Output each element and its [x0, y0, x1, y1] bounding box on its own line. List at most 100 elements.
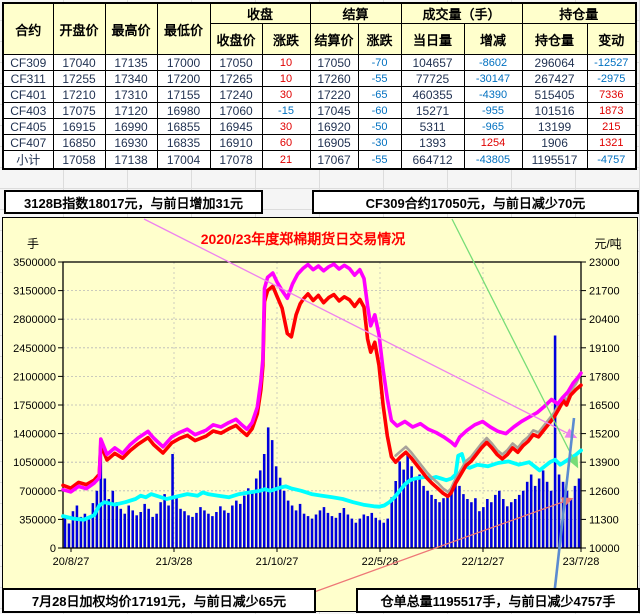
value-cell: 17078	[209, 150, 263, 170]
value-cell: 17050	[309, 54, 359, 71]
value-cell: 17067	[309, 150, 359, 170]
value-cell: 17210	[52, 86, 106, 103]
value-cell: 77725	[400, 70, 465, 87]
value-cell: -4390	[463, 86, 523, 103]
value-cell: 17200	[156, 70, 211, 87]
contract-cell: CF403	[2, 102, 54, 119]
value-cell: 17220	[309, 86, 359, 103]
value-cell: 460355	[400, 86, 465, 103]
svg-text:21700: 21700	[589, 286, 620, 298]
value-cell: 17135	[104, 54, 158, 71]
svg-text:11300: 11300	[589, 514, 619, 526]
value-cell: 1906	[521, 134, 588, 151]
value-cell: 16920	[309, 118, 359, 135]
svg-text:2100000: 2100000	[13, 371, 56, 383]
left-axis-unit: 手	[27, 237, 39, 251]
value-cell: 664712	[400, 150, 465, 170]
value-cell: 16905	[309, 134, 359, 151]
svg-text:22/12/27: 22/12/27	[462, 556, 505, 568]
svg-text:20400: 20400	[589, 314, 620, 326]
weighted-price-info-box: 7月28日加权均价17191元，与前日减少65元	[2, 588, 316, 613]
svg-text:2800000: 2800000	[13, 314, 56, 326]
value-cell: -43805	[463, 150, 523, 170]
column-header: 最低价	[156, 2, 211, 55]
column-subheader: 当日量	[400, 23, 465, 55]
value-cell: 17075	[52, 102, 106, 119]
svg-text:13900: 13900	[589, 457, 620, 469]
table-row: CF309 17040 17135 17000 17050 10 17050 -70 10465…	[2, 54, 637, 71]
value-cell: 17260	[309, 70, 359, 87]
value-cell: -65	[357, 86, 402, 103]
value-cell: 17310	[104, 86, 158, 103]
value-cell: 15271	[400, 102, 465, 119]
column-group-header: 结算	[309, 2, 402, 24]
value-cell: 21	[261, 150, 311, 170]
value-cell: 16835	[156, 134, 211, 151]
svg-text:700000: 700000	[19, 486, 56, 498]
value-cell: 16850	[52, 134, 106, 151]
value-cell: -12527	[586, 54, 637, 71]
value-cell: 16945	[209, 118, 263, 135]
value-cell: 17240	[209, 86, 263, 103]
value-cell: 60	[261, 134, 311, 151]
svg-text:3500000: 3500000	[13, 257, 56, 269]
value-cell: -4757	[586, 150, 637, 170]
index-info-text: 3128B指数18017元，与前日增加31元	[24, 195, 243, 211]
contract-cell: CF407	[2, 134, 54, 151]
svg-text:12600: 12600	[589, 486, 620, 498]
value-cell: 515405	[521, 86, 588, 103]
value-cell: 10	[261, 54, 311, 71]
svg-text:21/3/28: 21/3/28	[156, 556, 193, 568]
svg-text:20/8/27: 20/8/27	[53, 556, 90, 568]
svg-text:23000: 23000	[589, 257, 620, 269]
value-cell: 267427	[521, 70, 588, 87]
value-cell: -55	[357, 70, 402, 87]
contract-cell: CF405	[2, 118, 54, 135]
value-cell: 1195517	[521, 150, 588, 170]
svg-text:1400000: 1400000	[13, 429, 56, 441]
table-row: CF405 16915 16990 16855 16945 30 16920 -50 5311-…	[2, 118, 637, 135]
futures-table: 合约 开盘价 最高价 最低价 收盘 结算 成交量（手） 持仓量 收盘价 涨跌 结算价 涨跌 当日量 增减持…	[2, 2, 638, 170]
svg-text:1750000: 1750000	[13, 400, 56, 412]
value-cell: 5311	[400, 118, 465, 135]
value-cell: -55	[357, 150, 402, 170]
value-cell: 1321	[586, 134, 637, 151]
column-group-header: 收盘	[209, 2, 311, 24]
value-cell: 30	[261, 86, 311, 103]
value-cell: -15	[261, 102, 311, 119]
svg-text:15200: 15200	[589, 429, 620, 441]
svg-text:3150000: 3150000	[13, 286, 56, 298]
column-subheader: 结算价	[309, 23, 359, 55]
contract-cell: CF401	[2, 86, 54, 103]
value-cell: -30147	[463, 70, 523, 87]
column-subheader: 变动	[586, 23, 637, 55]
value-cell: 16915	[52, 118, 106, 135]
value-cell: 1873	[586, 102, 637, 119]
svg-text:16500: 16500	[589, 400, 620, 412]
table-row: CF403 17075 17120 16980 17060 -15 17045 -60 1527…	[2, 102, 637, 119]
value-cell: -30	[357, 134, 402, 151]
column-subheader: 增减	[463, 23, 523, 55]
value-cell: 17120	[104, 102, 158, 119]
table-row: 小计 17058 17138 17004 17078 21 17067 -55 664712 -4…	[2, 150, 637, 170]
warrant-info-box: 仓单总量1195517手，与前日减少4757手	[356, 588, 640, 613]
chart-region: 3500000 23000 3150000 21700 2800000 20400 2450…	[2, 217, 638, 612]
contract-cell: CF311	[2, 70, 54, 87]
column-group-header: 成交量（手）	[400, 2, 523, 24]
value-cell: -8602	[463, 54, 523, 71]
value-cell: 16930	[104, 134, 158, 151]
value-cell: -965	[463, 118, 523, 135]
value-cell: -70	[357, 54, 402, 71]
svg-text:10000: 10000	[589, 543, 620, 555]
value-cell: 16980	[156, 102, 211, 119]
value-cell: 16910	[209, 134, 263, 151]
value-cell: 17138	[104, 150, 158, 170]
value-cell: -2975	[586, 70, 637, 87]
value-cell: 10	[261, 70, 311, 87]
column-subheader: 持仓量	[521, 23, 588, 55]
svg-text:22/5/28: 22/5/28	[362, 556, 399, 568]
value-cell: -60	[357, 102, 402, 119]
table-row: CF401 17210 17310 17155 17240 30 17220 -65 46035…	[2, 86, 637, 103]
